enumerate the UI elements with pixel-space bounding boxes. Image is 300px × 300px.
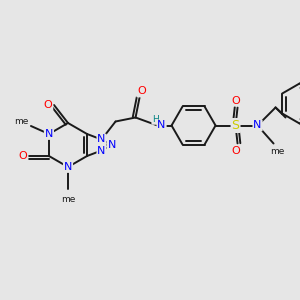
Text: O: O	[137, 86, 146, 97]
Text: N: N	[64, 162, 72, 172]
Text: N: N	[45, 129, 53, 139]
Text: O: O	[19, 151, 27, 161]
Text: N: N	[98, 146, 106, 155]
Text: H: H	[152, 115, 159, 124]
Text: N: N	[254, 121, 262, 130]
Text: me: me	[270, 147, 285, 156]
Text: N: N	[158, 121, 166, 130]
Text: N: N	[98, 134, 106, 145]
Text: N: N	[108, 140, 116, 150]
Text: O: O	[231, 95, 240, 106]
Text: me: me	[61, 194, 75, 203]
Text: me: me	[14, 118, 28, 127]
Text: O: O	[44, 100, 52, 110]
Text: S: S	[232, 119, 240, 132]
Text: O: O	[231, 146, 240, 155]
